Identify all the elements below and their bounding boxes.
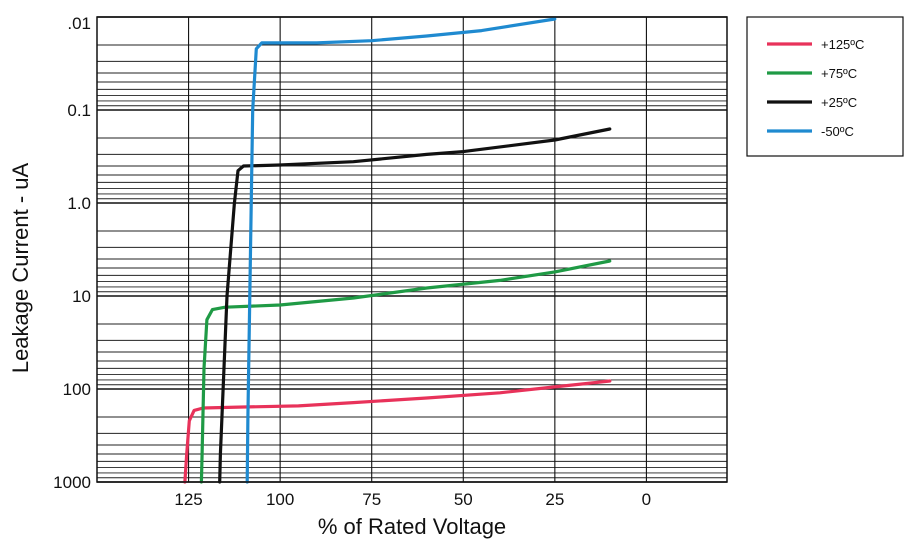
legend-label: -50ºC [821,124,854,139]
x-tick-label: 75 [362,490,381,509]
series-line [245,17,557,484]
y-tick-label: 1.0 [67,194,91,213]
x-tick-label: 50 [454,490,473,509]
x-tick-label: 25 [545,490,564,509]
y-tick-labels: .01 0.1 1.0 10 100 1000 [53,14,91,492]
x-axis-title: % of Rated Voltage [318,514,506,539]
y-tick-label: 10 [72,287,91,306]
x-tick-label: 100 [266,490,294,509]
x-tick-labels: 125 100 75 50 25 0 [174,490,651,509]
legend: +125ºC +75ºC +25ºC -50ºC [746,16,904,157]
x-tick-label: 0 [642,490,651,509]
legend-label: +125ºC [821,37,864,52]
series-line [199,259,612,484]
y-tick-label: 0.1 [67,101,91,120]
y-axis-title: Leakage Current - uA [8,163,33,374]
x-tick-label: 125 [174,490,202,509]
plot-frame [96,16,728,483]
y-tick-label: 100 [63,380,91,399]
legend-items: +125ºC +75ºC +25ºC -50ºC [767,37,864,139]
series-lines [183,17,612,484]
major-gridlines [97,16,727,483]
legend-box [746,16,904,157]
series-line [218,127,612,484]
legend-label: +75ºC [821,66,857,81]
y-tick-label: .01 [67,14,91,33]
y-tick-label: 1000 [53,473,91,492]
series-line [183,379,612,484]
legend-label: +25ºC [821,95,857,110]
